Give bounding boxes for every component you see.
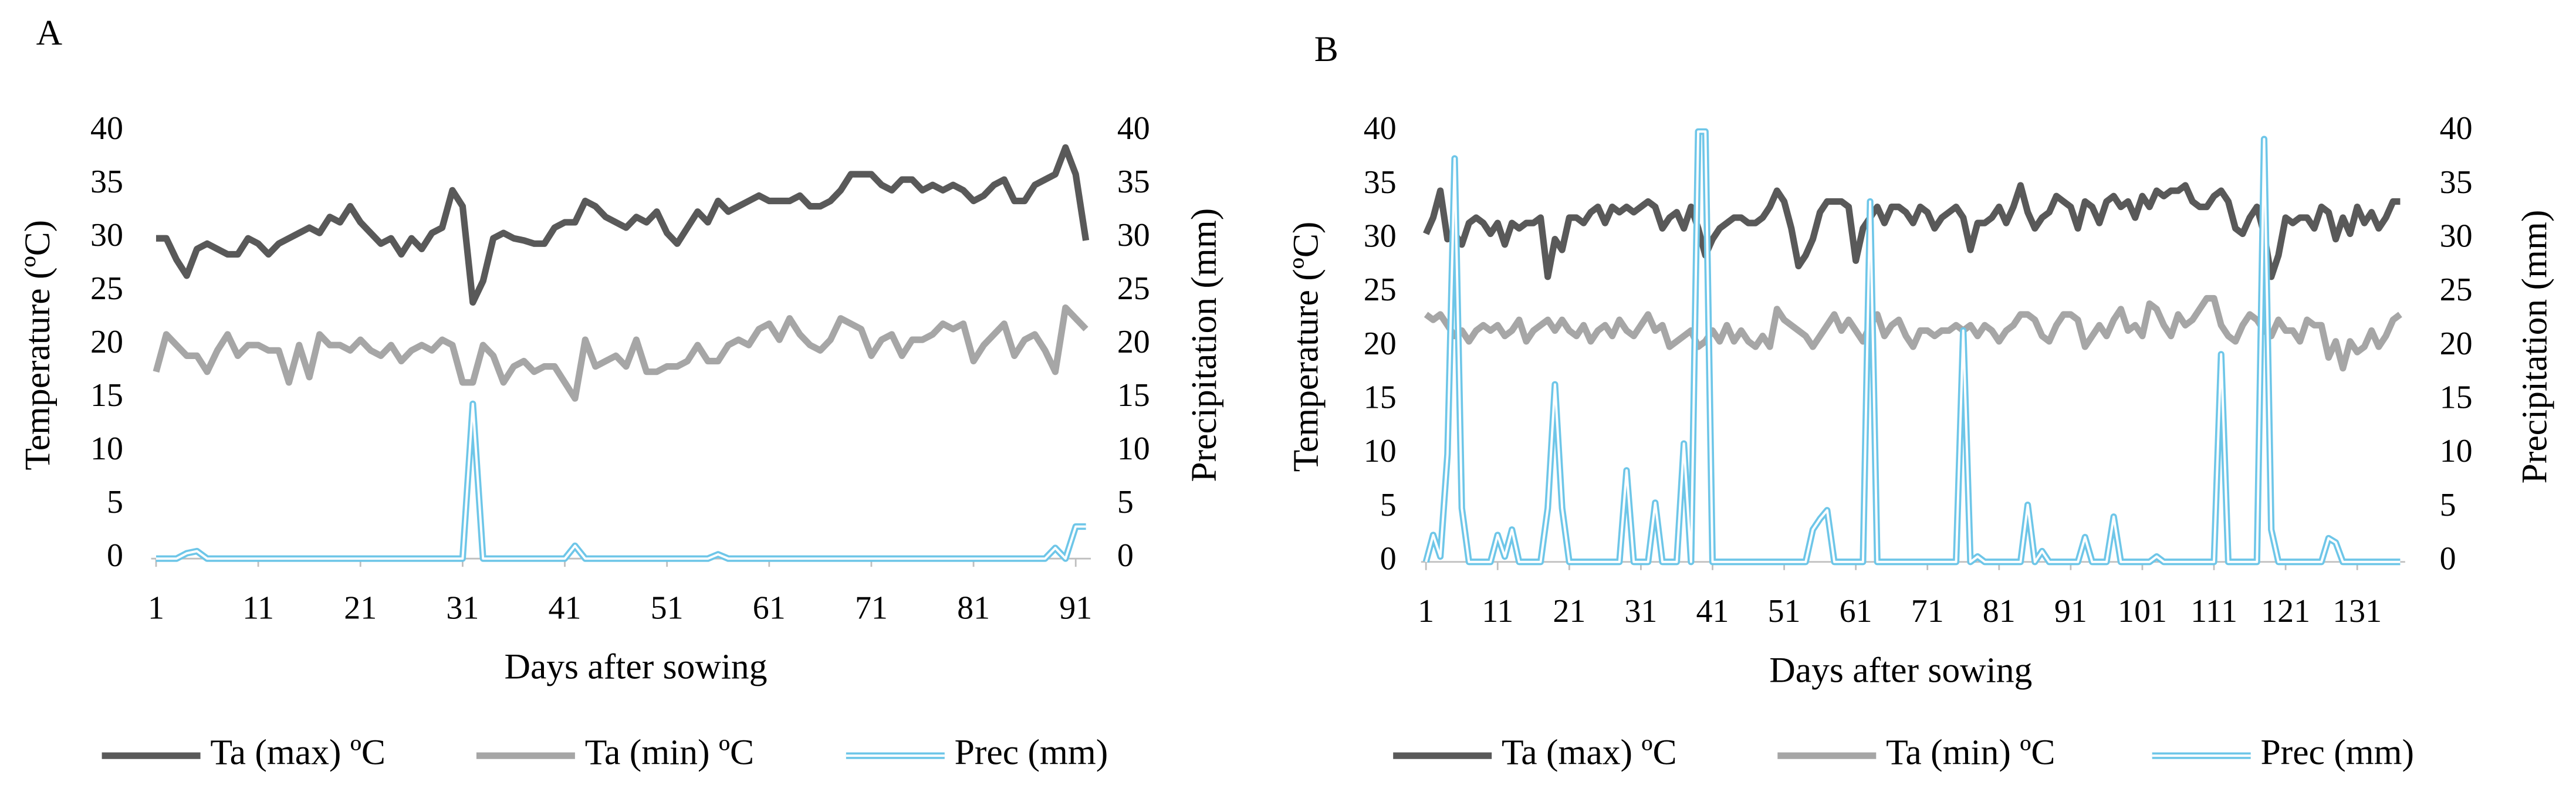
y-tick-label: 0: [1380, 541, 1397, 577]
legend-label: Ta (max) ºC: [210, 732, 386, 772]
legend-label: Ta (min) ºC: [1886, 732, 2055, 772]
panel-label: B: [1314, 29, 1338, 69]
x-tick-label: 11: [242, 590, 274, 627]
y2-tick-label: 5: [2440, 487, 2456, 523]
y2-axis-label: Precipitation (mm): [1184, 208, 1224, 482]
legend-label: Ta (min) ºC: [585, 732, 754, 772]
y2-tick-label: 0: [2440, 541, 2456, 577]
x-tick-label: 21: [1553, 593, 1586, 629]
x-tick-label: 111: [2190, 593, 2237, 629]
y-tick-label: 5: [107, 484, 123, 520]
y2-tick-label: 5: [1117, 484, 1134, 520]
x-tick-label: 121: [2261, 593, 2310, 629]
y-tick-label: 0: [107, 537, 123, 574]
y2-tick-label: 30: [1117, 217, 1150, 253]
x-tick-label: 91: [2054, 593, 2087, 629]
x-tick-label: 81: [1983, 593, 2016, 629]
y2-tick-label: 10: [2440, 433, 2473, 469]
y2-tick-label: 20: [1117, 324, 1150, 360]
y2-axis-label: Precipitation (mm): [2515, 210, 2555, 484]
legend-label: Ta (max) ºC: [1502, 732, 1677, 772]
y-tick-label: 10: [1364, 433, 1397, 469]
y-tick-label: 25: [90, 270, 123, 307]
x-tick-label: 41: [1696, 593, 1729, 629]
x-tick-label: 51: [651, 590, 684, 627]
x-tick-label: 51: [1768, 593, 1801, 629]
precip-line: [155, 400, 1086, 562]
temp-line: [155, 144, 1090, 306]
y-tick-label: 30: [90, 217, 123, 253]
y2-tick-label: 10: [1117, 431, 1150, 467]
y-tick-label: 10: [90, 431, 123, 467]
x-tick-label: 31: [1624, 593, 1657, 629]
y2-tick-label: 40: [1117, 110, 1150, 147]
precip-line-inner: [155, 402, 1086, 560]
y2-tick-label: 25: [1117, 270, 1150, 307]
series-group: [1423, 182, 2401, 280]
legend-label: Prec (mm): [2260, 732, 2414, 772]
y2-tick-label: 30: [2440, 218, 2473, 254]
x-tick-label: 41: [549, 590, 582, 627]
y-tick-label: 30: [1364, 218, 1397, 254]
y-tick-label: 5: [1380, 487, 1397, 523]
x-tick-label: 91: [1059, 590, 1092, 627]
series-group: [1422, 128, 2401, 566]
x-tick-label: 1: [148, 590, 164, 627]
y2-tick-label: 20: [2440, 326, 2473, 362]
x-tick-label: 1: [1418, 593, 1434, 629]
temp-line: [1424, 295, 2402, 372]
y2-tick-label: 35: [1117, 164, 1150, 200]
series-group: [153, 304, 1088, 402]
y-tick-label: 15: [1364, 380, 1397, 416]
y-tick-label: 35: [1364, 164, 1397, 201]
y-axis-label: Temperature (ºC): [18, 220, 58, 471]
y-tick-label: 40: [90, 110, 123, 147]
y-tick-label: 20: [90, 324, 123, 360]
y2-tick-label: 15: [2440, 380, 2473, 416]
x-tick-label: 71: [855, 590, 888, 627]
y2-tick-label: 25: [2440, 272, 2473, 308]
x-tick-label: 21: [344, 590, 377, 627]
temp-line: [153, 304, 1088, 402]
y2-tick-label: 35: [2440, 164, 2473, 201]
x-tick-label: 131: [2332, 593, 2382, 629]
x-tick-label: 101: [2118, 593, 2167, 629]
y-tick-label: 35: [90, 164, 123, 200]
y2-tick-label: 15: [1117, 377, 1150, 414]
x-tick-label: 81: [957, 590, 990, 627]
series-group: [155, 400, 1086, 562]
x-tick-label: 11: [1482, 593, 1513, 629]
precip-line-inner: [1425, 130, 2401, 563]
y-tick-label: 20: [1364, 326, 1397, 362]
y-tick-label: 25: [1364, 272, 1397, 308]
temp-line: [1423, 182, 2401, 280]
panel-label: A: [36, 13, 63, 53]
series-group: [155, 144, 1090, 306]
x-axis-label: Days after sowing: [504, 647, 767, 687]
x-tick-label: 61: [753, 590, 786, 627]
x-tick-label: 31: [446, 590, 479, 627]
y-tick-label: 40: [1364, 110, 1397, 147]
y2-tick-label: 40: [2440, 110, 2473, 147]
x-tick-label: 61: [1840, 593, 1872, 629]
legend-label: Prec (mm): [955, 732, 1108, 772]
y-axis-label: Temperature (ºC): [1286, 222, 1326, 472]
series-group: [1424, 295, 2402, 372]
x-tick-label: 71: [1911, 593, 1944, 629]
y2-tick-label: 0: [1117, 537, 1134, 574]
x-axis-label: Days after sowing: [1769, 650, 2032, 690]
y-tick-label: 15: [90, 377, 123, 414]
